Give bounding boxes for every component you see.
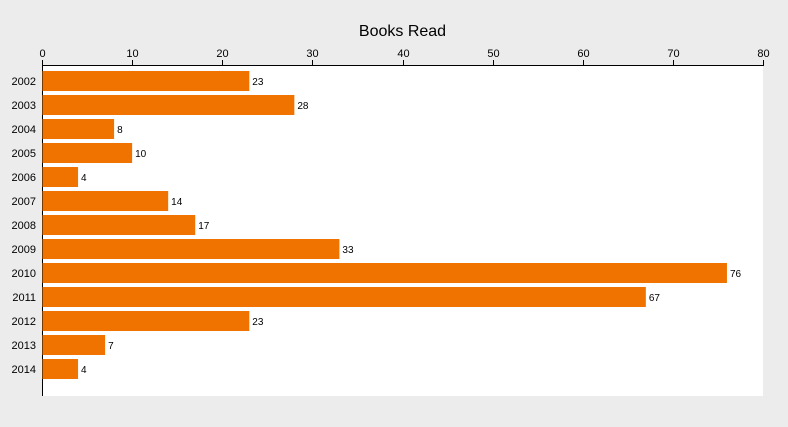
y-tick-label: 2010 bbox=[12, 268, 36, 280]
bar bbox=[42, 239, 340, 259]
data-label: 14 bbox=[171, 197, 183, 208]
y-tick-label: 2011 bbox=[12, 292, 36, 304]
x-tick-label: 60 bbox=[577, 48, 589, 60]
data-label: 33 bbox=[342, 245, 354, 256]
chart-title: Books Read bbox=[359, 23, 446, 40]
y-tick-label: 2006 bbox=[12, 172, 36, 184]
x-tick-label: 10 bbox=[126, 48, 138, 60]
y-tick-label: 2013 bbox=[12, 340, 36, 352]
bar bbox=[42, 71, 250, 91]
bar bbox=[42, 191, 169, 211]
data-label: 4 bbox=[81, 173, 87, 184]
y-tick-label: 2009 bbox=[12, 244, 36, 256]
x-tick-label: 30 bbox=[306, 48, 318, 60]
y-tick-label: 2014 bbox=[12, 364, 36, 376]
data-label: 17 bbox=[198, 221, 210, 232]
x-tick-label: 40 bbox=[397, 48, 409, 60]
data-label: 23 bbox=[252, 77, 264, 88]
bar bbox=[42, 143, 133, 163]
bar bbox=[42, 359, 79, 379]
x-tick-label: 70 bbox=[667, 48, 679, 60]
data-label: 76 bbox=[730, 269, 742, 280]
x-tick-label: 50 bbox=[487, 48, 499, 60]
data-label: 7 bbox=[108, 341, 114, 352]
data-label: 10 bbox=[135, 149, 147, 160]
x-tick-label: 20 bbox=[216, 48, 228, 60]
y-tick-label: 2004 bbox=[12, 124, 36, 136]
bar bbox=[42, 95, 295, 115]
x-tick-label: 80 bbox=[757, 48, 769, 60]
bar bbox=[42, 311, 250, 331]
y-tick-label: 2005 bbox=[12, 148, 36, 160]
bar bbox=[42, 215, 196, 235]
bar bbox=[42, 119, 115, 139]
data-label: 8 bbox=[117, 125, 123, 136]
bar bbox=[42, 167, 79, 187]
bar bbox=[42, 335, 106, 355]
data-label: 23 bbox=[252, 317, 264, 328]
data-label: 4 bbox=[81, 365, 87, 376]
y-tick-label: 2007 bbox=[12, 196, 36, 208]
data-label: 67 bbox=[649, 293, 661, 304]
x-axis: 0 10 20 30 40 50 60 70 80 bbox=[39, 48, 770, 66]
y-tick-label: 2002 bbox=[12, 76, 36, 88]
x-tick-label: 0 bbox=[39, 48, 45, 60]
bar bbox=[42, 287, 646, 307]
bar bbox=[42, 263, 727, 283]
y-tick-label: 2012 bbox=[12, 316, 36, 328]
y-tick-label: 2008 bbox=[12, 220, 36, 232]
data-label: 28 bbox=[297, 101, 309, 112]
y-axis: 2002 2003 2004 2005 2006 2007 2008 2009 2010 2011… bbox=[12, 65, 43, 396]
bar-series: 23 28 8 10 4 14 17 33 76 67 23 7 4 bbox=[42, 71, 742, 379]
y-tick-label: 2003 bbox=[12, 100, 36, 112]
